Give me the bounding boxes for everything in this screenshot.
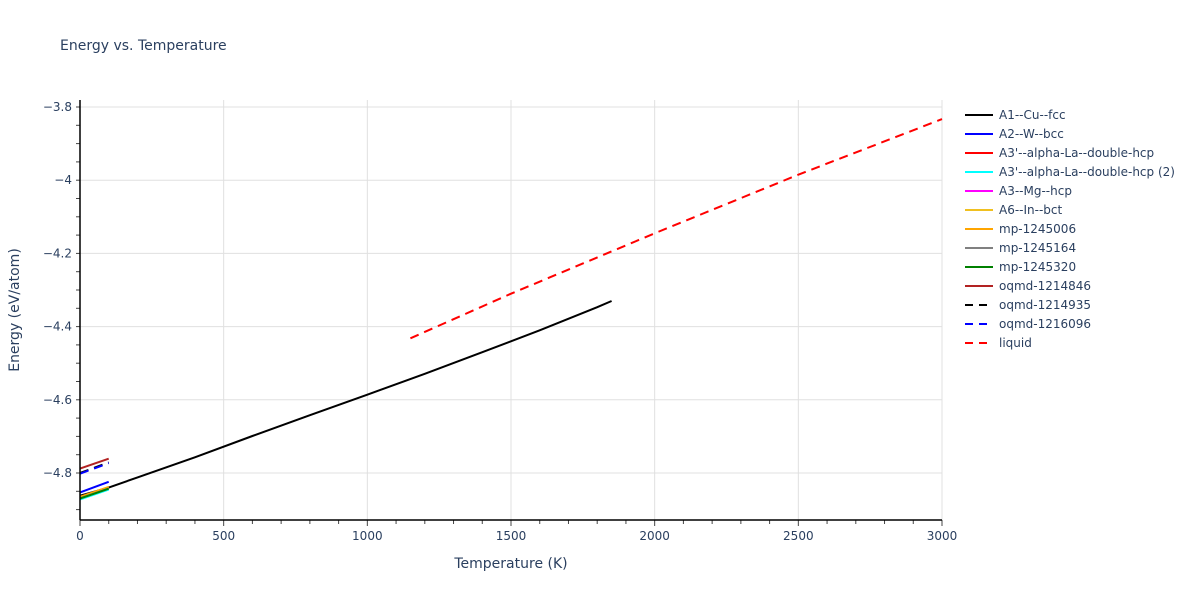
legend-label: oqmd-1214846 — [999, 279, 1091, 293]
y-tick-label: −4.2 — [43, 246, 72, 260]
series-line[interactable] — [409, 118, 943, 340]
series-line[interactable] — [79, 457, 110, 470]
chart-title: Energy vs. Temperature — [60, 38, 227, 54]
x-tick-label: 2500 — [783, 529, 814, 543]
legend-label: mp-1245006 — [999, 222, 1076, 236]
legend-label: liquid — [999, 336, 1032, 350]
y-tick-label: −4.6 — [43, 393, 72, 407]
legend-label: mp-1245164 — [999, 241, 1076, 255]
legend-label: A6--In--bct — [999, 203, 1063, 217]
x-axis-label: Temperature (K) — [453, 556, 567, 572]
legend-label: oqmd-1216096 — [999, 317, 1091, 331]
legend-item[interactable]: oqmd-1214935 — [965, 298, 1091, 312]
legend-item[interactable]: A2--W--bcc — [965, 127, 1064, 141]
series-line[interactable] — [79, 480, 110, 494]
series-line[interactable] — [79, 462, 110, 475]
grid-lines — [80, 100, 943, 520]
y-tick-label: −4 — [54, 173, 72, 187]
y-tick-label: −4.8 — [43, 466, 72, 480]
x-tick-label: 2000 — [639, 529, 670, 543]
legend-label: A1--Cu--fcc — [999, 108, 1066, 122]
legend-item[interactable]: A3'--alpha-La--double-hcp (2) — [965, 165, 1175, 179]
legend-label: oqmd-1214935 — [999, 298, 1091, 312]
legend-item[interactable]: mp-1245006 — [965, 222, 1076, 236]
y-tick-label: −3.8 — [43, 100, 72, 114]
legend-item[interactable]: A1--Cu--fcc — [965, 108, 1066, 122]
series-line[interactable] — [79, 485, 110, 498]
axes: 0 500 1000 1500 2000 2500 3000 −3.8 −4 −4.2 −4.4 −4… — [43, 100, 957, 543]
x-tick-label: 500 — [212, 529, 235, 543]
legend-item[interactable]: oqmd-1214846 — [965, 279, 1091, 293]
legend-item[interactable]: A3'--alpha-La--double-hcp — [965, 146, 1154, 160]
x-tick-label: 0 — [76, 529, 84, 543]
legend-label: A3'--alpha-La--double-hcp — [999, 146, 1154, 160]
x-tick-label: 1000 — [352, 529, 383, 543]
legend-label: A2--W--bcc — [999, 127, 1064, 141]
legend-label: mp-1245320 — [999, 260, 1076, 274]
x-tick-label: 1500 — [496, 529, 527, 543]
y-axis-label: Energy (eV/atom) — [7, 248, 23, 372]
legend[interactable]: A1--Cu--fcc A2--W--bcc A3'--alpha-La--doub… — [965, 108, 1175, 350]
legend-item[interactable]: A3--Mg--hcp — [965, 184, 1072, 198]
series-line[interactable] — [79, 487, 110, 500]
y-tick-label: −4.4 — [43, 320, 72, 334]
legend-item[interactable]: liquid — [965, 336, 1032, 350]
series-line[interactable] — [79, 300, 612, 497]
legend-item[interactable]: mp-1245320 — [965, 260, 1076, 274]
plot-area[interactable] — [79, 118, 943, 501]
legend-item[interactable]: A6--In--bct — [965, 203, 1063, 217]
legend-label: A3'--alpha-La--double-hcp (2) — [999, 165, 1175, 179]
legend-label: A3--Mg--hcp — [999, 184, 1072, 198]
x-tick-label: 3000 — [927, 529, 958, 543]
legend-item[interactable]: oqmd-1216096 — [965, 317, 1091, 331]
legend-item[interactable]: mp-1245164 — [965, 241, 1076, 255]
